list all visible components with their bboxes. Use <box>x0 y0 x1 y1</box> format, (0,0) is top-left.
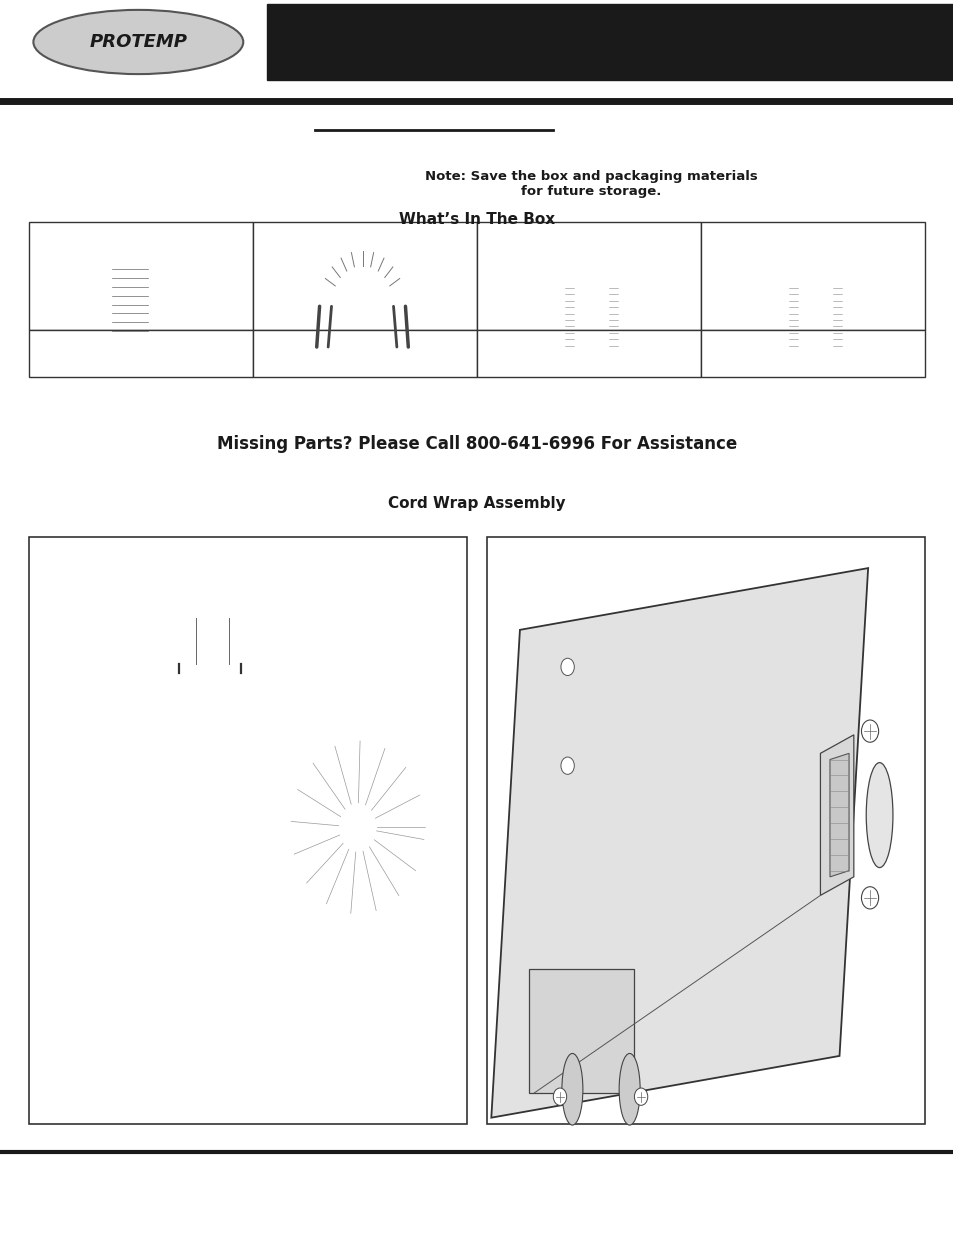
Circle shape <box>820 227 854 272</box>
Circle shape <box>152 304 165 321</box>
Bar <box>700 330 924 377</box>
Circle shape <box>560 757 574 774</box>
Text: Note: Save the box and packaging materials
for future storage.: Note: Save the box and packaging materia… <box>425 170 757 199</box>
FancyBboxPatch shape <box>38 960 415 1044</box>
Bar <box>563 266 575 280</box>
Circle shape <box>297 960 313 979</box>
Bar <box>29 330 253 377</box>
Bar <box>476 222 700 330</box>
Bar <box>83 263 104 352</box>
Text: PROTEMP: PROTEMP <box>90 33 187 51</box>
Circle shape <box>560 658 574 676</box>
Polygon shape <box>829 753 848 877</box>
Bar <box>253 222 476 330</box>
Bar <box>607 266 618 280</box>
Ellipse shape <box>561 1053 582 1125</box>
Bar <box>789 278 797 350</box>
Circle shape <box>289 739 426 916</box>
Circle shape <box>193 614 198 621</box>
Polygon shape <box>491 568 867 1118</box>
Circle shape <box>596 227 630 272</box>
Circle shape <box>274 997 288 1014</box>
Bar <box>67 319 84 337</box>
Circle shape <box>266 986 296 1025</box>
Bar <box>112 261 142 359</box>
Bar <box>486 537 924 1124</box>
Bar <box>29 222 253 330</box>
Circle shape <box>87 326 100 343</box>
Circle shape <box>861 887 878 909</box>
Bar <box>86 988 257 1025</box>
Bar <box>29 537 467 1124</box>
Circle shape <box>861 720 878 742</box>
Text: What’s In The Box: What’s In The Box <box>398 212 555 227</box>
Bar <box>564 278 574 350</box>
Ellipse shape <box>865 762 892 867</box>
Bar <box>831 266 842 280</box>
Circle shape <box>552 227 586 272</box>
Text: Cord Wrap Assembly: Cord Wrap Assembly <box>388 496 565 511</box>
Circle shape <box>634 1088 647 1105</box>
Bar <box>833 278 841 350</box>
Bar <box>476 330 700 377</box>
Text: Missing Parts? Please Call 800-641-6996 For Assistance: Missing Parts? Please Call 800-641-6996 … <box>216 435 737 453</box>
Circle shape <box>226 614 232 621</box>
Bar <box>787 266 799 280</box>
Bar <box>529 969 634 1093</box>
Ellipse shape <box>33 10 243 74</box>
FancyBboxPatch shape <box>50 978 332 1066</box>
Ellipse shape <box>618 1053 639 1125</box>
Bar <box>700 222 924 330</box>
Bar <box>267 4 953 80</box>
Bar <box>110 1003 127 1023</box>
Bar <box>609 278 618 350</box>
Polygon shape <box>820 735 853 895</box>
Bar <box>148 263 169 352</box>
Circle shape <box>776 227 810 272</box>
FancyBboxPatch shape <box>35 638 413 1016</box>
Bar <box>67 269 84 288</box>
Bar <box>253 330 476 377</box>
Circle shape <box>553 1088 566 1105</box>
